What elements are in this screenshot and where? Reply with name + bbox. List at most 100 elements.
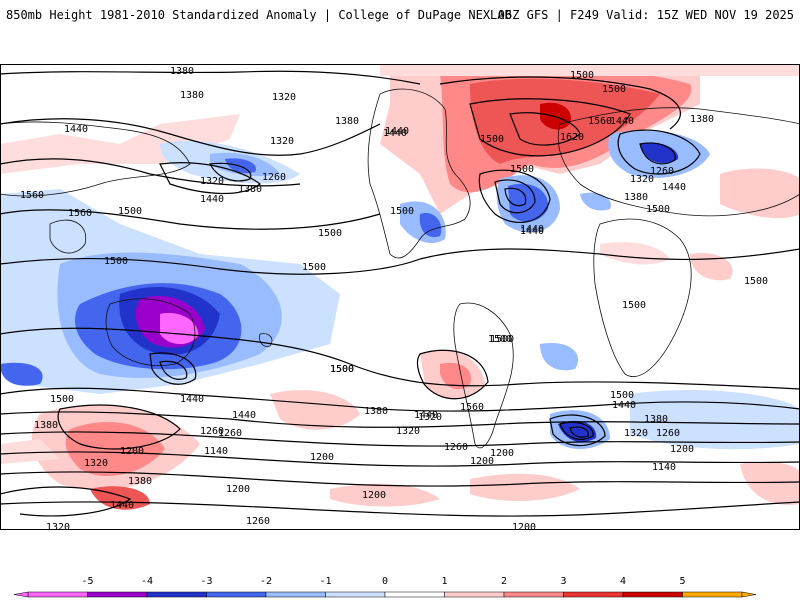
contour-label: 1440 [110,500,134,511]
contour-label: 1380 [180,90,204,101]
contour-label: 1380 [690,114,714,125]
colorbar-tick-label: -4 [141,576,153,587]
model-run-info: 06Z GFS | F249 Valid: 15Z WED NOV 19 202… [497,8,794,22]
contour-label: 1320 [200,176,224,187]
contour-label: 1320 [270,136,294,147]
colorbar-swatch [206,591,267,598]
contour-label: 1440 [383,128,407,139]
colorbar-tick-label: -5 [81,576,93,587]
colorbar: -5 -4 -3 -2 -1 0 1 2 3 4 5 [13,576,757,598]
contour-label: 1320 [630,174,654,185]
contour-label: 1260 [656,428,680,439]
colorbar-tick-label: 4 [620,576,626,587]
contour-label: 1500 [488,334,512,345]
contour-label: 1260 [246,516,270,527]
contour-label: 1260 [262,172,286,183]
contour-label: 1440 [414,410,438,421]
contour-label: 1260 [200,426,224,437]
colorbar-swatch [682,591,743,598]
colorbar-tick-label: 5 [679,576,685,587]
contour-label: 1140 [652,462,676,473]
contour-label: 1140 [204,446,228,457]
contour-label: 1560 [68,208,92,219]
contour-label: 1380 [624,192,648,203]
contour-label: 1200 [470,456,494,467]
contour-label: 1500 [330,364,354,375]
contour-label: 1380 [644,414,668,425]
contour-label: 1260 [444,442,468,453]
colorbar-tick-label: -2 [260,576,272,587]
contour-label: 1440 [180,394,204,405]
contour-label: 1200 [310,452,334,463]
contour-label: 1320 [396,426,420,437]
colorbar-ticks: -5 -4 -3 -2 -1 0 1 2 3 4 5 [81,576,685,587]
contour-label: 1500 [302,262,326,273]
contour-label: 1500 [646,204,670,215]
colorbar-swatch [87,591,148,598]
contour-label: 1440 [612,400,636,411]
contour-label: 1320 [624,428,648,439]
contour-label: 1560 [20,190,44,201]
colorbar-swatches [13,591,757,598]
contour-label: 1500 [610,390,634,401]
contour-label: 1500 [480,134,504,145]
colorbar-swatch [563,591,624,598]
contour-label: 1500 [390,206,414,217]
contour-label: 1200 [362,490,386,501]
contour-label: 1380 [238,184,262,195]
contour-label: 1380 [335,116,359,127]
contour-label: 1380 [170,66,194,77]
contour-label: 1500 [50,394,74,405]
contour-label: 1500 [118,206,142,217]
colorbar-tick-label: -1 [319,576,331,587]
anomaly-shading [0,64,800,510]
contour-label: 1560 [588,116,612,127]
contour-label: 1200 [226,484,250,495]
contour-label: 1440 [385,126,409,137]
contour-label: 1260 [650,166,674,177]
contour-label: 1200 [120,446,144,457]
anomaly-map: 1380 1380 1320 1440 1320 1380 1440 1260 … [0,64,800,530]
contour-label: 1440 [520,226,544,237]
contour-label: 1500 [330,364,354,375]
contour-labels: 1380 1380 1320 1440 1320 1380 1440 1260 … [20,66,768,530]
contour-label: 1440 [610,116,634,127]
contour-label: 1200 [512,522,536,530]
contour-label: 1440 [662,182,686,193]
contour-label: 1380 [364,406,388,417]
contour-label: 1440 [200,194,224,205]
contour-label: 1380 [34,420,58,431]
contour-label: 1260 [218,428,242,439]
contour-label: 1440 [232,410,256,421]
colorbar-swatch [265,591,326,598]
map-title: 850mb Height 1981-2010 Standardized Anom… [6,8,512,22]
colorbar-swatch [444,591,505,598]
colorbar-tick-label: 2 [501,576,507,587]
contour-label: 1500 [744,276,768,287]
colorbar-swatch [622,591,683,598]
colorbar-swatch [146,591,207,598]
contour-label: 1500 [602,84,626,95]
contour-label: 1500 [104,256,128,267]
colorbar-swatch [384,591,445,598]
colorbar-tick-label: 1 [441,576,447,587]
title-bar: 850mb Height 1981-2010 Standardized Anom… [0,0,800,34]
contour-label: 1320 [272,92,296,103]
colorbar-arrow-right [741,591,757,598]
colorbar-tick-label: -3 [200,576,212,587]
colorbar-swatch [325,591,386,598]
contour-label: 1500 [510,164,534,175]
colorbar-swatch [503,591,564,598]
contour-label: 1560 [460,402,484,413]
contour-label: 1440 [520,224,544,235]
colorbar-swatch [27,591,88,598]
contour-label: 1440 [64,124,88,135]
colorbar-tick-label: 3 [560,576,566,587]
contour-label: 1620 [560,132,584,143]
contour-label: 1320 [46,522,70,530]
height-contours [0,70,800,517]
contour-label: 1500 [622,300,646,311]
contour-label: 1320 [84,458,108,469]
contour-label: 1200 [670,444,694,455]
contour-label: 1320 [418,412,442,423]
